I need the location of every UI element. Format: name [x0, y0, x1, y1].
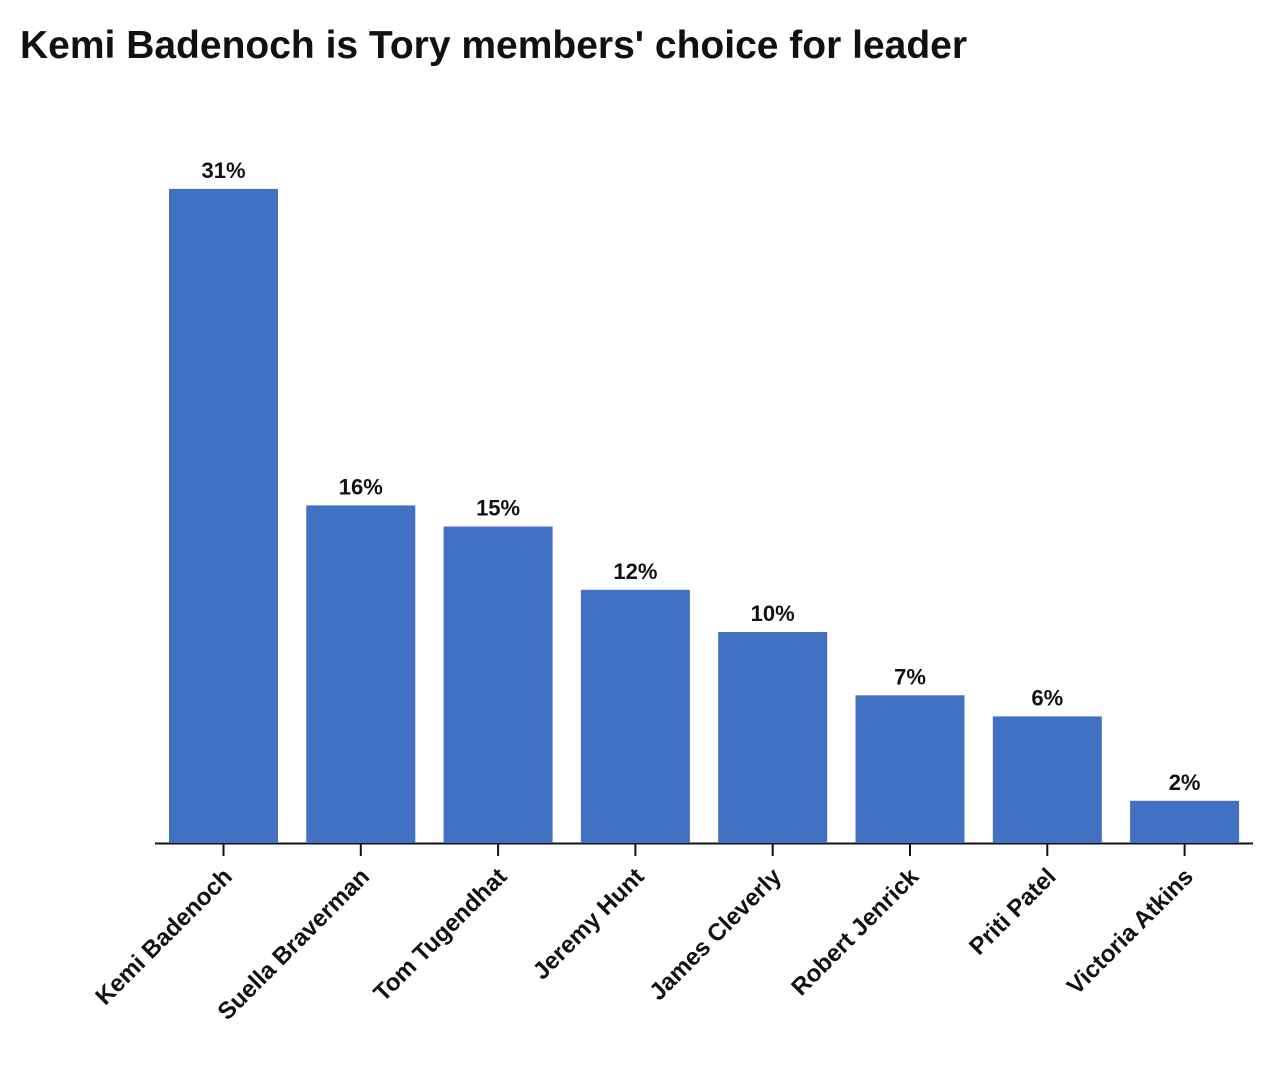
x-tick-label: Jeremy Hunt	[528, 863, 650, 985]
value-label: 10%	[751, 601, 795, 626]
value-label: 7%	[894, 664, 926, 689]
bar	[580, 589, 690, 843]
value-label: 2%	[1169, 770, 1201, 795]
chart-title: Kemi Badenoch is Tory members' choice fo…	[20, 24, 967, 67]
value-label: 12%	[613, 559, 657, 584]
value-label: 6%	[1031, 685, 1063, 710]
bar	[306, 505, 416, 843]
x-tick-label: Victoria Atkins	[1062, 863, 1199, 1000]
x-tick-label: Kemi Badenoch	[90, 863, 237, 1010]
bar	[443, 526, 553, 843]
bar	[169, 188, 278, 843]
bar	[992, 716, 1102, 843]
x-tick-label: Tom Tugendhat	[369, 863, 513, 1007]
bar	[718, 632, 828, 843]
value-label: 31%	[201, 158, 245, 183]
x-tick-label: Priti Patel	[964, 863, 1061, 960]
value-label: 16%	[339, 474, 383, 499]
x-tick-label: Robert Jenrick	[786, 863, 924, 1001]
x-tick-label: James Cleverly	[644, 863, 787, 1006]
bar	[1130, 800, 1240, 843]
value-label: 15%	[476, 496, 520, 521]
x-tick-label: Suella Braverman	[213, 863, 375, 1025]
bar	[855, 695, 965, 843]
